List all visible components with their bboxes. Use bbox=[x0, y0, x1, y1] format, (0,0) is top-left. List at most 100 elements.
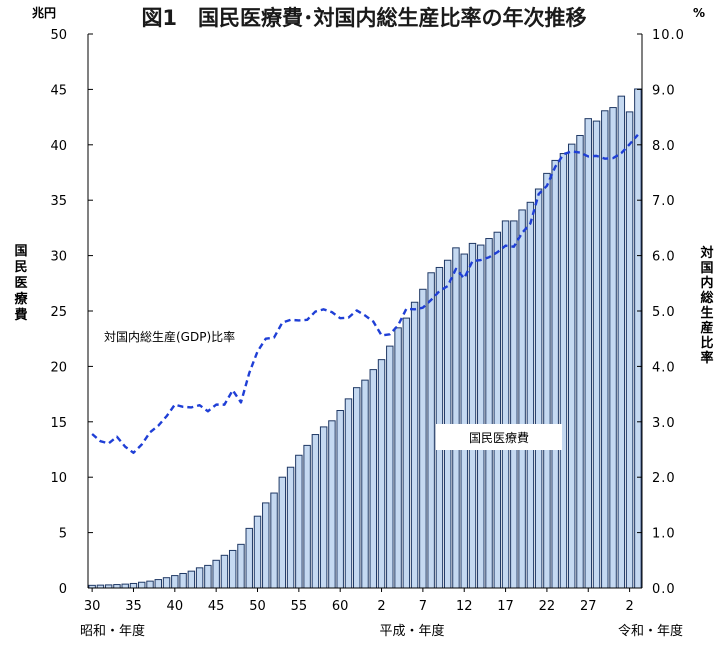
bar bbox=[386, 345, 394, 589]
right-tick-label: 1.0 bbox=[652, 527, 676, 542]
bar bbox=[237, 543, 245, 589]
left-axis-label-char: 費 bbox=[14, 307, 27, 323]
bar bbox=[328, 420, 336, 589]
bar bbox=[543, 172, 551, 589]
bar bbox=[567, 143, 576, 589]
bar bbox=[171, 575, 179, 589]
era-label: 昭和・年度 bbox=[80, 623, 145, 639]
left-tick-label: 15 bbox=[50, 416, 67, 431]
bar bbox=[162, 577, 171, 589]
x-tick-label: 55 bbox=[291, 599, 308, 614]
right-axis-label-char: 生 bbox=[700, 305, 713, 321]
left-tick-label: 0 bbox=[59, 582, 67, 597]
bar bbox=[195, 567, 204, 589]
bar bbox=[295, 454, 303, 589]
bar bbox=[361, 379, 369, 589]
x-tick-label: 17 bbox=[497, 599, 514, 614]
bar bbox=[204, 564, 212, 589]
bar bbox=[402, 317, 411, 589]
bar bbox=[245, 527, 253, 589]
bar bbox=[319, 426, 328, 589]
era-label: 平成・年度 bbox=[379, 623, 444, 639]
bar bbox=[485, 238, 493, 589]
left-tick-label: 10 bbox=[50, 471, 67, 486]
bar bbox=[518, 209, 526, 589]
right-tick-label: 9.0 bbox=[652, 83, 676, 98]
bar bbox=[154, 579, 163, 589]
right-axis-label-char: 国 bbox=[700, 261, 713, 276]
bar bbox=[344, 398, 353, 589]
bar bbox=[129, 582, 138, 589]
x-tick-label: 50 bbox=[249, 599, 266, 614]
bar bbox=[369, 369, 377, 589]
right-axis-label: 対国内総生産比率 bbox=[699, 245, 713, 366]
bar bbox=[493, 231, 502, 589]
bar bbox=[592, 120, 601, 589]
right-tick-label: 8.0 bbox=[652, 139, 676, 154]
x-tick-label: 7 bbox=[419, 599, 427, 614]
bar bbox=[460, 253, 468, 589]
x-tick-label: 40 bbox=[167, 599, 184, 614]
bar bbox=[452, 247, 460, 589]
bar bbox=[584, 118, 592, 589]
bar bbox=[410, 301, 419, 589]
bar bbox=[220, 554, 229, 589]
right-axis-label-char: 率 bbox=[700, 350, 713, 366]
right-tick-label: 2.0 bbox=[652, 471, 676, 486]
bar bbox=[551, 159, 559, 589]
bar bbox=[262, 502, 270, 589]
bar bbox=[253, 515, 262, 589]
left-tick-label: 20 bbox=[50, 360, 67, 375]
right-axis-label-char: 総 bbox=[700, 290, 713, 306]
left-axis-label-char: 医 bbox=[14, 276, 27, 291]
right-tick-label: 4.0 bbox=[652, 360, 676, 375]
left-tick-label: 50 bbox=[50, 28, 67, 43]
left-tick-label: 45 bbox=[50, 83, 67, 98]
bar bbox=[353, 387, 361, 589]
bar bbox=[212, 559, 220, 589]
left-tick-label: 30 bbox=[50, 250, 67, 265]
x-tick-label: 12 bbox=[456, 599, 473, 614]
bar bbox=[427, 272, 435, 589]
bar-annotation-box bbox=[436, 424, 562, 450]
left-tick-label: 5 bbox=[59, 527, 67, 542]
bar bbox=[303, 444, 311, 589]
bar bbox=[510, 220, 518, 589]
bar bbox=[336, 410, 344, 589]
bar bbox=[121, 583, 129, 589]
x-tick-label: 22 bbox=[539, 599, 556, 614]
bar bbox=[138, 581, 146, 589]
bar bbox=[146, 580, 154, 589]
bar bbox=[634, 88, 642, 589]
x-tick-label: 27 bbox=[580, 599, 597, 614]
bar bbox=[377, 359, 386, 589]
left-axis-label-char: 民 bbox=[14, 260, 27, 275]
bar bbox=[311, 434, 320, 589]
bar bbox=[477, 244, 485, 589]
right-tick-label: 10.0 bbox=[652, 28, 685, 43]
x-tick-label: 35 bbox=[125, 599, 142, 614]
x-tick-label: 2 bbox=[625, 599, 633, 614]
plot-area: 0 5 10 15 20 25 30 35 40 45 50 0.0 1.0 2.0 3.0 4.0 5.0 6.… bbox=[50, 28, 685, 639]
bar-annotation: 国民医療費 bbox=[469, 430, 529, 445]
x-tick-label: 30 bbox=[84, 599, 101, 614]
chart-title: 図1 国民医療費･対国内総生産比率の年次推移 bbox=[141, 6, 586, 30]
right-tick-label: 3.0 bbox=[652, 416, 676, 431]
gdp-ratio-line bbox=[91, 134, 639, 455]
bar bbox=[601, 110, 609, 589]
bar bbox=[179, 572, 187, 589]
right-axis-label-char: 内 bbox=[700, 275, 713, 291]
bar bbox=[468, 242, 477, 589]
bar bbox=[228, 549, 237, 589]
bar bbox=[278, 476, 287, 589]
right-tick-label: 5.0 bbox=[652, 305, 676, 320]
x-tick-label: 45 bbox=[208, 599, 225, 614]
bar bbox=[394, 327, 402, 589]
bar bbox=[609, 107, 617, 589]
bar bbox=[526, 201, 535, 589]
bar bbox=[187, 570, 196, 589]
bar bbox=[419, 288, 427, 589]
right-tick-label: 0.0 bbox=[652, 582, 676, 597]
left-tick-label: 25 bbox=[50, 305, 67, 320]
